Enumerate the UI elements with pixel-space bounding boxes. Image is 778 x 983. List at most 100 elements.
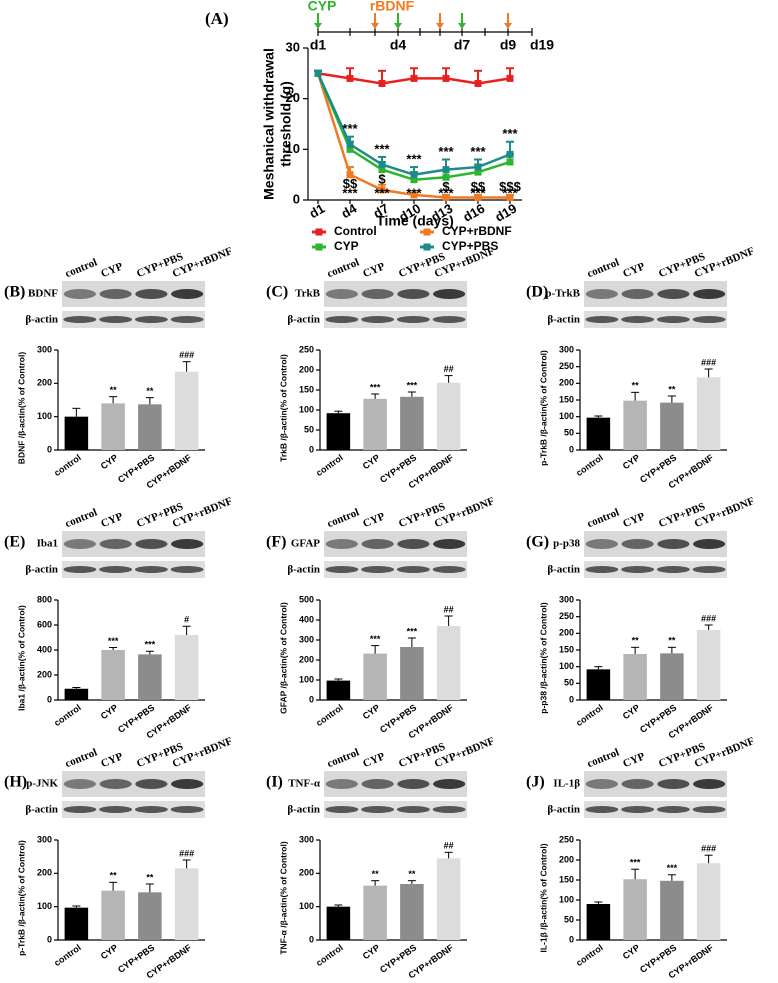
significance: ***: [342, 185, 358, 200]
blot-band: [621, 289, 654, 299]
y-tick-label: 250: [559, 611, 574, 621]
significance: **: [632, 636, 640, 646]
significance: **: [146, 872, 154, 882]
blot-band: [432, 806, 466, 813]
significance: $: [442, 179, 450, 194]
point: [410, 171, 418, 179]
blot-band: [170, 316, 204, 323]
y-tick-label: 600: [37, 619, 52, 629]
y-tick-label: 400: [299, 614, 314, 624]
significance: ***: [438, 185, 454, 200]
blot-actin: [324, 311, 467, 328]
blot-label: β-actin: [547, 314, 580, 326]
significance: ##: [444, 841, 454, 851]
blot-band: [361, 779, 394, 789]
panel-label: (C): [266, 284, 288, 301]
blot-label: β-actin: [25, 314, 58, 326]
x-tick-label: CYP: [361, 452, 382, 471]
bar: [138, 892, 162, 940]
blot-band: [325, 316, 359, 323]
y-axis-label: BDNF /β-actin(% of Control): [16, 352, 26, 465]
blot-band: [134, 806, 168, 813]
y-tick-label: 400: [37, 644, 52, 654]
x-tick-label: control: [314, 452, 345, 478]
point: [378, 79, 386, 87]
point: [474, 168, 482, 176]
point: [442, 166, 450, 174]
significance: $$$: [499, 179, 521, 194]
point: [378, 186, 386, 194]
panel-label: (A): [205, 9, 229, 28]
x-tick-label: CYP: [621, 942, 642, 961]
y-axis-label: threshold (g): [278, 81, 294, 167]
timeline-label: d19: [530, 37, 554, 53]
blot-band: [325, 806, 359, 813]
blot-band: [433, 289, 466, 299]
bar: [660, 653, 684, 700]
bar: [400, 396, 424, 450]
x-tick-label: d7: [371, 201, 392, 222]
blot-band: [397, 289, 430, 299]
y-tick-label: 100: [299, 404, 314, 414]
blot-band: [361, 316, 395, 323]
y-tick-label: 300: [299, 634, 314, 644]
blot-band: [361, 289, 394, 299]
x-tick-label: control: [314, 702, 345, 728]
y-tick-label: 0: [309, 694, 314, 704]
timeline-cyp: CYP: [308, 0, 337, 14]
significance: ***: [374, 141, 390, 156]
blot-band: [361, 539, 394, 549]
blot-band: [397, 539, 430, 549]
significance: ***: [502, 126, 518, 141]
point: [474, 79, 482, 87]
blot-band: [171, 539, 204, 549]
significance: ***: [406, 152, 422, 167]
bar: [326, 680, 351, 700]
bar: [326, 413, 351, 450]
x-tick-label: control: [574, 702, 605, 728]
y-axis-label: Iba1 /β-actin(% of Control): [16, 605, 26, 711]
y-tick-label: 30: [286, 39, 300, 54]
x-tick-label: CYP: [621, 452, 642, 471]
significance: #: [184, 615, 189, 625]
lane-label: CYP: [621, 260, 647, 280]
lane-label: control: [63, 256, 98, 280]
blot-band: [656, 316, 690, 323]
blot-band: [171, 289, 204, 299]
blot-band: [433, 779, 466, 789]
blot-band: [621, 566, 655, 573]
blot-band: [134, 316, 168, 323]
blot-band: [585, 779, 618, 789]
lane-label: control: [325, 256, 360, 280]
bar: [138, 654, 162, 700]
blot-band: [657, 539, 690, 549]
lane-label: CYP: [621, 510, 647, 530]
bar: [101, 890, 125, 940]
bar: [101, 403, 125, 450]
blot-band: [656, 806, 690, 813]
y-axis-label: TrkB /β-actin(% of Control): [278, 354, 288, 462]
blot-band: [585, 289, 618, 299]
significance: **: [110, 871, 118, 881]
panel-label: (F): [266, 534, 286, 551]
significance: ***: [407, 380, 418, 390]
significance: **: [668, 384, 676, 394]
y-tick-label: 150: [559, 644, 574, 654]
y-tick-label: 200: [559, 378, 574, 388]
x-tick-label: control: [574, 942, 605, 968]
blot-label: β-actin: [287, 804, 320, 816]
lane-label: CYP: [99, 510, 125, 530]
significance: ***: [667, 863, 678, 873]
blot-actin: [324, 801, 467, 818]
y-tick-label: 800: [37, 594, 52, 604]
bar: [363, 653, 387, 700]
y-tick-label: 100: [299, 901, 314, 911]
arrow-head: [504, 23, 512, 29]
x-axis-label: Time (days): [376, 213, 454, 229]
lane-label: CYP: [361, 260, 387, 280]
blot-band: [99, 806, 133, 813]
blot-band: [692, 566, 726, 573]
blot-label: β-actin: [25, 564, 58, 576]
legend-label: Control: [334, 224, 377, 238]
